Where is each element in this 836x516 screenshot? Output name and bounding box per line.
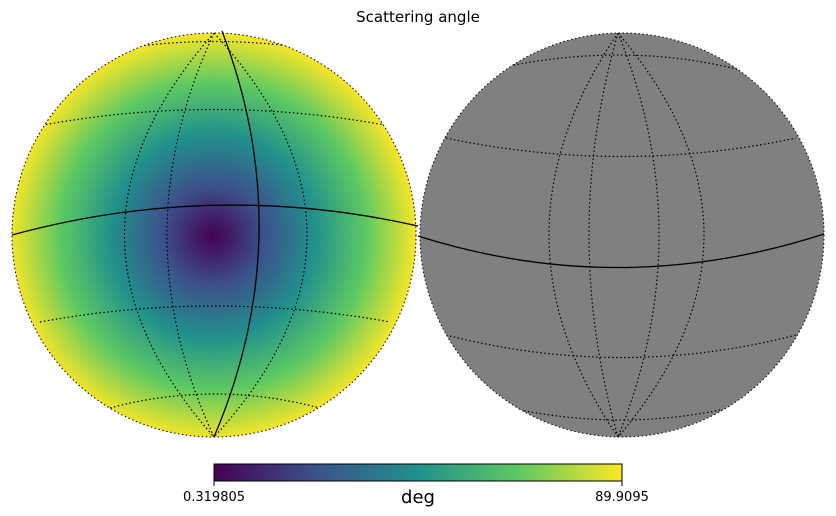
left-hemisphere-fill [12, 33, 416, 437]
right-meridian-4 [617, 33, 705, 437]
left-hemisphere-panel [11, 30, 419, 438]
right-meridian-1 [548, 33, 619, 437]
right-meridian-3 [617, 33, 660, 437]
left-meridian-2 [166, 33, 215, 437]
colorbar: 0.319805 deg 89.9095 [183, 463, 649, 508]
left-meridian-3 [213, 33, 308, 437]
right-parallel-2 [445, 137, 797, 158]
right-parallel-4 [519, 409, 721, 421]
left-parallel-2 [37, 108, 391, 127]
colorbar-max-label: 89.9095 [595, 490, 649, 505]
right-parallel-3 [445, 334, 797, 359]
right-hemisphere-outline [419, 32, 825, 438]
right-parallel-1 [489, 54, 741, 71]
colorbar-min-label: 0.319805 [183, 490, 245, 505]
right-equator-line [417, 233, 825, 269]
left-equator-line [11, 204, 419, 236]
colorbar-gradient [213, 463, 623, 482]
colorbar-unit-label: deg [401, 487, 435, 508]
right-meridian-2 [588, 33, 619, 437]
right-hemisphere-fill [420, 33, 824, 437]
right-graticule [445, 33, 797, 437]
right-hemisphere-panel [417, 32, 825, 438]
left-central-meridian [213, 30, 260, 438]
chart-title: Scattering angle [356, 8, 480, 26]
left-parallel-3 [39, 305, 391, 323]
